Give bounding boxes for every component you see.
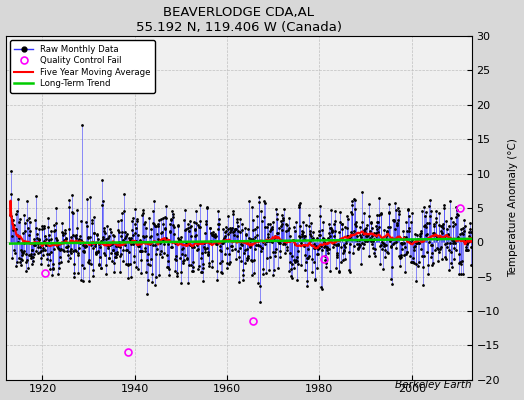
Text: Berkeley Earth: Berkeley Earth [395,380,472,390]
Legend: Raw Monthly Data, Quality Control Fail, Five Year Moving Average, Long-Term Tren: Raw Monthly Data, Quality Control Fail, … [10,40,155,93]
Y-axis label: Temperature Anomaly (°C): Temperature Anomaly (°C) [508,138,518,277]
Title: BEAVERLODGE CDA,AL
55.192 N, 119.406 W (Canada): BEAVERLODGE CDA,AL 55.192 N, 119.406 W (… [136,6,342,34]
